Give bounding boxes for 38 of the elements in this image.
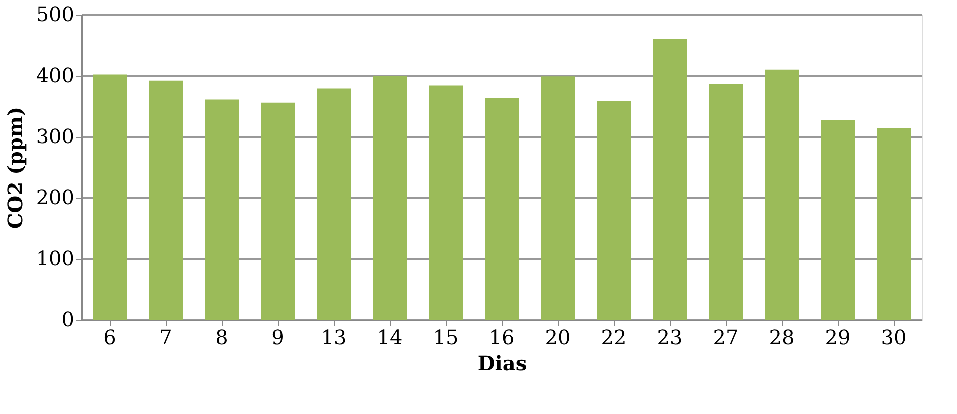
bar	[373, 76, 407, 320]
x-tick-label: 16	[489, 326, 515, 350]
bar	[877, 128, 911, 320]
x-tick-label: 8	[216, 326, 228, 350]
bar	[597, 101, 631, 320]
y-axis-title: CO2 (ppm)	[3, 106, 28, 230]
y-tick-label: 100	[36, 246, 74, 270]
x-tick-label: 30	[881, 326, 907, 350]
x-tick-label: 27	[713, 326, 739, 350]
y-tick-label: 300	[36, 124, 74, 148]
bar	[261, 102, 295, 320]
bar	[821, 120, 855, 320]
bar	[429, 86, 463, 320]
x-tick-label: 9	[272, 326, 284, 350]
bar	[149, 80, 183, 320]
x-tick-label: 29	[825, 326, 851, 350]
bar	[653, 39, 687, 320]
bar	[541, 76, 575, 320]
x-tick-label: 13	[321, 326, 347, 350]
bar	[709, 84, 743, 320]
x-tick-label: 14	[377, 326, 403, 350]
x-tick-label: 28	[769, 326, 795, 350]
x-tick-label: 15	[433, 326, 459, 350]
x-tick-label: 6	[104, 326, 116, 350]
y-tick-label: 400	[36, 64, 74, 88]
y-tick-label: 200	[36, 186, 74, 210]
x-tick-label: 23	[657, 326, 683, 350]
y-tick-label: 0	[62, 308, 74, 332]
x-tick-label: 22	[601, 326, 627, 350]
y-tick-label: 500	[36, 2, 74, 26]
x-tick-label: 20	[545, 326, 571, 350]
x-axis-title: Dias	[478, 352, 528, 376]
bar	[485, 98, 519, 320]
bar	[205, 100, 239, 320]
bar	[317, 88, 351, 320]
bar	[93, 74, 127, 320]
bar	[765, 70, 799, 320]
x-tick-label: 7	[160, 326, 172, 350]
